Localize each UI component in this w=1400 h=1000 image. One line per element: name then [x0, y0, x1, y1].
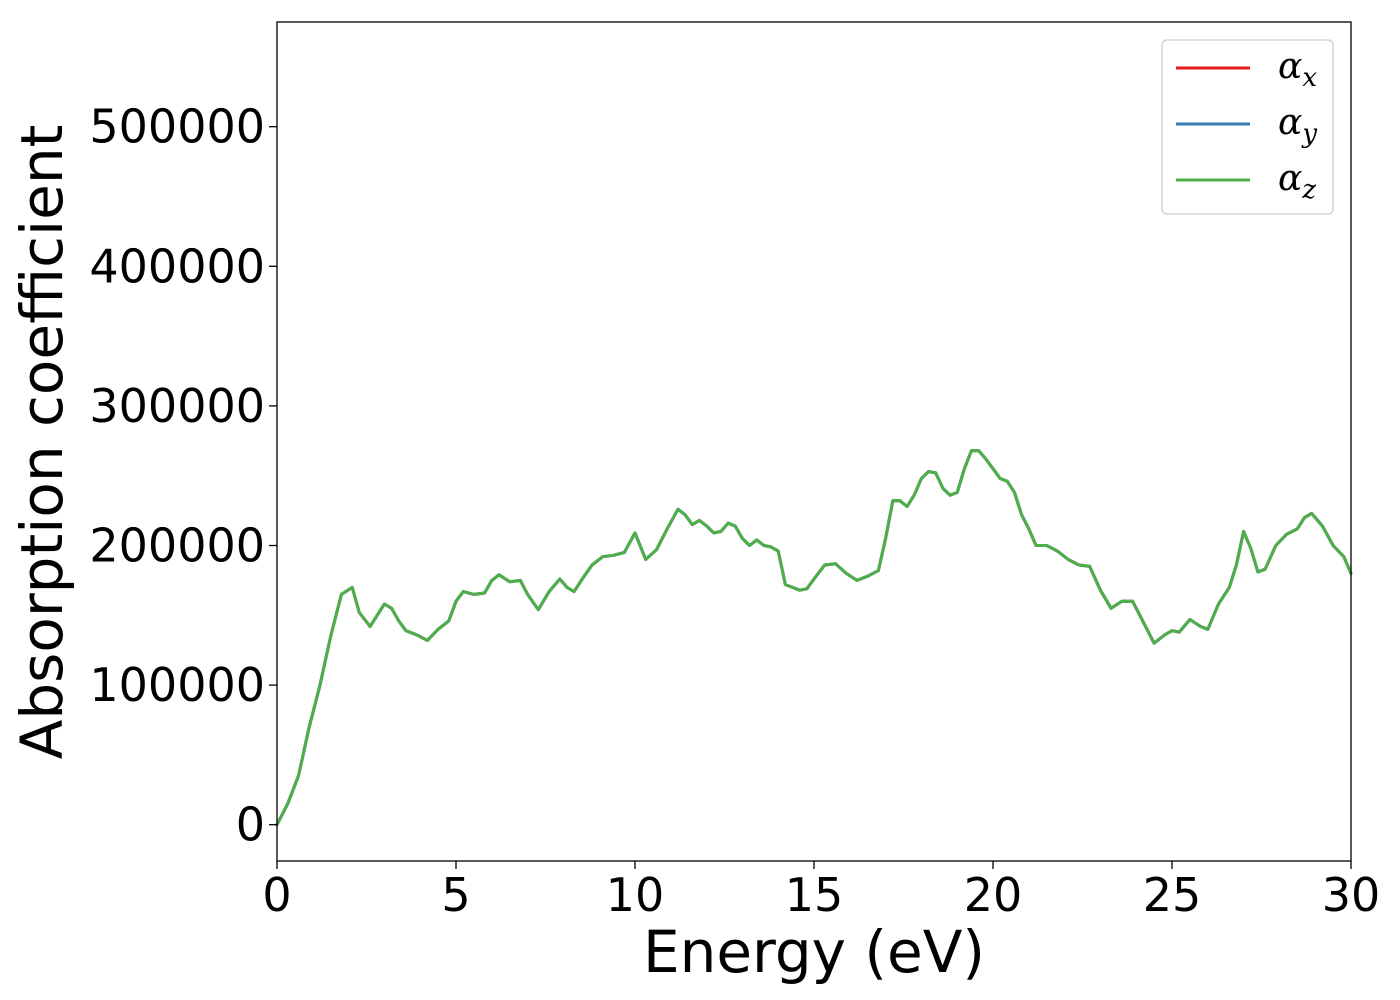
legend-subscript: y [1301, 119, 1317, 149]
x-tick-label: 0 [262, 868, 291, 922]
x-tick-label: 25 [1143, 868, 1202, 922]
y-axis-title: Absorption coefficient [8, 125, 76, 760]
x-axis-ticks: 0 5 10 15 20 25 30 [262, 861, 1380, 922]
x-tick-label: 15 [785, 868, 844, 922]
legend-subscript: z [1301, 175, 1316, 205]
x-tick-label: 10 [606, 868, 665, 922]
x-tick-label: 20 [964, 868, 1023, 922]
legend-subscript: x [1302, 63, 1317, 93]
series-line-2 [275, 449, 1353, 827]
y-axis-ticks: 0 100000 200000 300000 400000 500000 [89, 100, 277, 852]
x-tick-label: 30 [1322, 868, 1381, 922]
x-tick-label: 5 [441, 868, 470, 922]
series-layer [275, 449, 1353, 827]
y-tick-label: 400000 [89, 239, 265, 293]
series-line-1 [275, 449, 1353, 827]
y-tick-label: 300000 [89, 379, 265, 433]
y-tick-label: 100000 [89, 658, 265, 712]
legend-label: αz [1278, 158, 1316, 205]
y-tick-label: 500000 [89, 100, 265, 154]
x-axis-title: Energy (eV) [643, 918, 985, 986]
legend-box [1161, 39, 1334, 215]
series-line-0 [275, 449, 1353, 827]
y-tick-label: 0 [236, 798, 265, 852]
y-tick-label: 200000 [89, 519, 265, 573]
